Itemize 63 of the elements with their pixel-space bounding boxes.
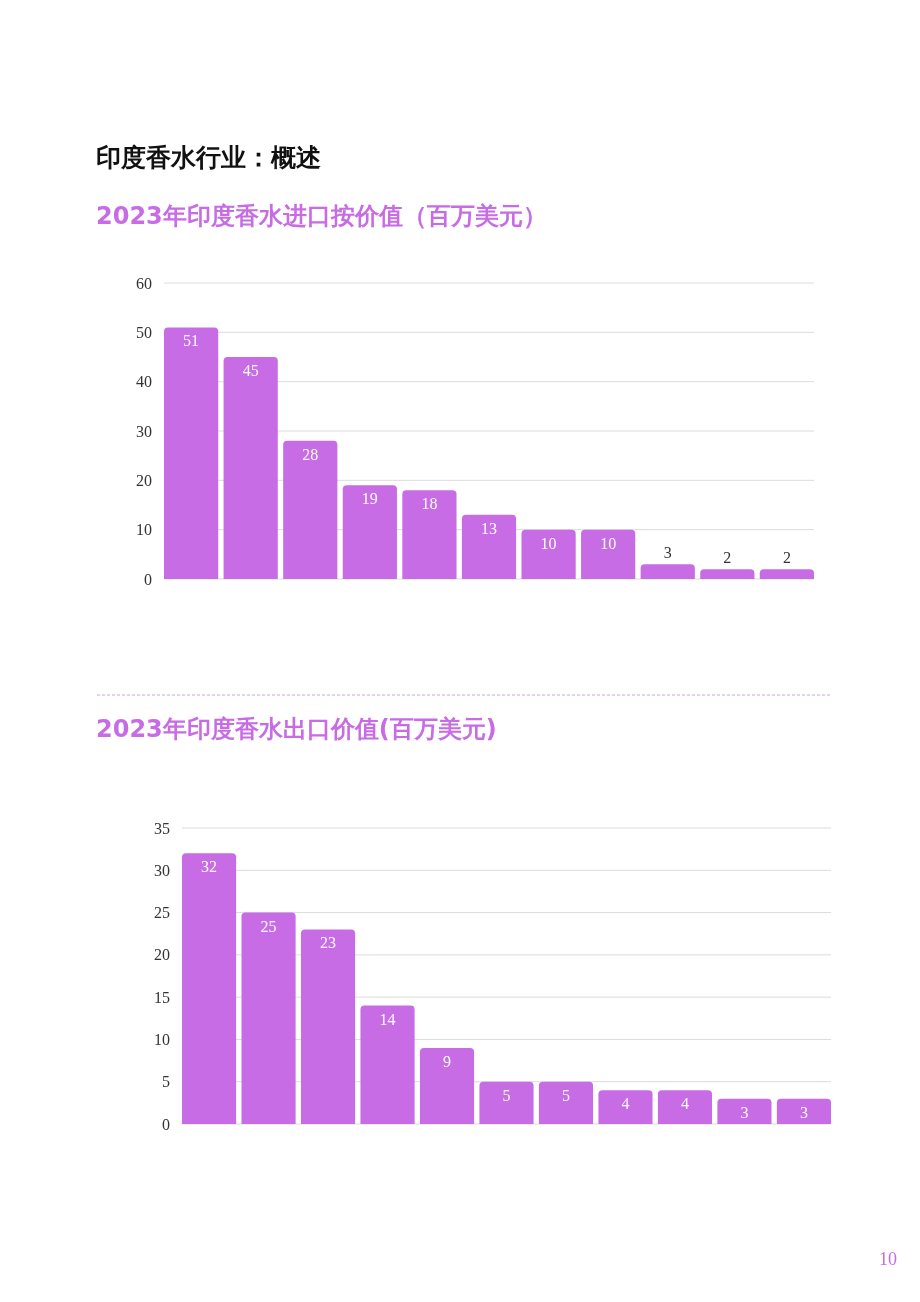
bar	[461, 514, 517, 579]
bar	[419, 1047, 475, 1124]
data-label: 3	[799, 1103, 808, 1121]
bar	[164, 327, 219, 579]
bar	[182, 853, 237, 1124]
bar	[360, 1005, 415, 1124]
data-label: 2	[782, 549, 791, 567]
text: 10	[879, 1249, 897, 1269]
data-label: 32	[201, 858, 218, 876]
data-label: 28	[302, 445, 319, 463]
data-label: 18	[421, 495, 438, 513]
data-label: 3	[663, 544, 672, 562]
y-tick-label: 25	[154, 904, 170, 922]
chart-title: 印度香水行业：概述	[96, 143, 321, 172]
y-tick-label: 60	[136, 274, 152, 292]
data-label: 51	[183, 332, 200, 350]
y-tick-label: 0	[162, 1115, 170, 1133]
bar	[538, 1081, 594, 1124]
y-tick-label: 10	[136, 521, 152, 539]
y-tick-label: 40	[136, 373, 152, 391]
data-label: 4	[680, 1095, 689, 1113]
data-label: 10	[600, 534, 617, 552]
bar	[581, 529, 636, 579]
bar	[640, 564, 695, 579]
data-label: 25	[260, 917, 277, 935]
bar	[717, 1098, 772, 1124]
bar	[776, 1098, 831, 1124]
bar	[241, 912, 296, 1124]
data-label: 14	[379, 1010, 396, 1028]
y-tick-label: 15	[154, 988, 170, 1006]
bar	[300, 929, 356, 1124]
bar	[479, 1081, 534, 1124]
y-tick-label: 0	[144, 570, 152, 588]
bar	[223, 357, 278, 579]
data-label: 4	[621, 1095, 630, 1113]
bar	[521, 529, 576, 579]
y-tick-label: 5	[162, 1073, 170, 1091]
bar	[402, 490, 457, 579]
data-label: 3	[740, 1103, 749, 1121]
bar	[283, 440, 338, 579]
chart-subtitle: 2023年印度香水进口按价值（百万美元）	[96, 202, 547, 230]
data-label: 13	[481, 519, 497, 537]
bar	[342, 485, 397, 579]
bar	[657, 1090, 713, 1124]
data-label: 2	[723, 549, 732, 567]
chart-title: 2023年印度香水出口价值(百万美元)	[96, 715, 497, 743]
data-label: 10	[540, 534, 557, 552]
y-tick-label: 30	[154, 861, 170, 879]
data-label: 5	[502, 1086, 511, 1104]
y-tick-label: 20	[136, 471, 152, 489]
data-label: 9	[443, 1052, 452, 1070]
data-label: 45	[242, 362, 259, 379]
y-tick-label: 30	[136, 422, 152, 440]
y-tick-label: 50	[136, 323, 152, 341]
data-label: 19	[361, 490, 378, 508]
data-label: 5	[561, 1086, 570, 1104]
bar	[700, 569, 755, 579]
y-tick-label: 10	[154, 1031, 170, 1049]
bar	[598, 1090, 653, 1124]
y-tick-label: 35	[154, 819, 170, 837]
bar	[759, 569, 814, 579]
data-label: 23	[320, 934, 337, 952]
y-tick-label: 20	[154, 946, 170, 964]
